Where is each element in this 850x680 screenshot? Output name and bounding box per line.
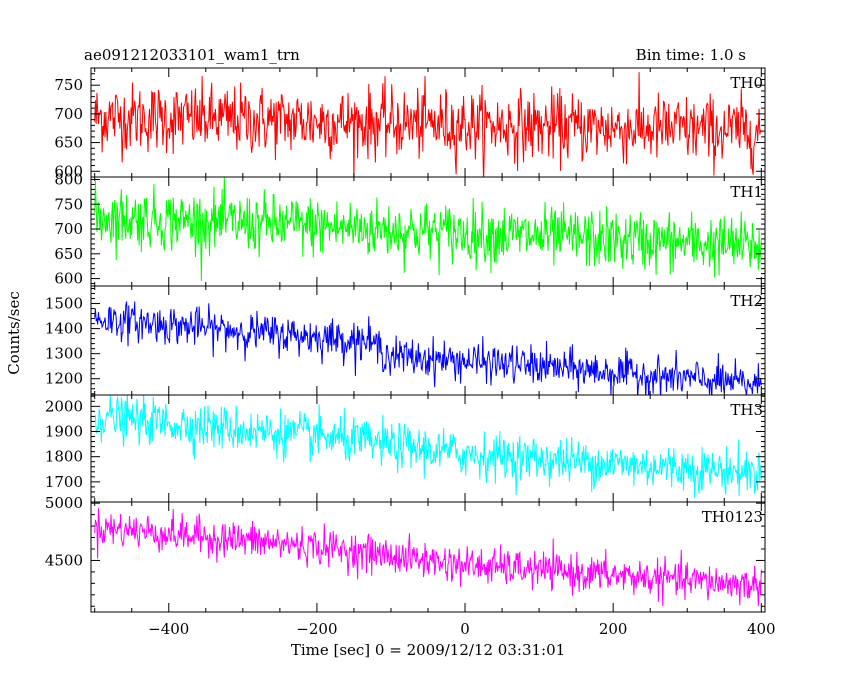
panel-frame (90, 501, 766, 613)
y-axis-label: Counts/sec (5, 291, 23, 375)
panel-label-th2: TH2 (730, 292, 763, 310)
y-tick-label: 5000 (45, 494, 83, 512)
panel-th0123: 4500 5000 TH0123 (45, 494, 766, 613)
panel-label-th3: TH3 (730, 401, 763, 419)
panel-label-th0123: TH0123 (702, 508, 763, 526)
y-tick-label: 750 (54, 195, 83, 213)
series-line-th3 (94, 395, 762, 498)
panel-th3: 1700 1800 1900 2000 TH3 (45, 394, 766, 503)
y-tick-label: 600 (54, 162, 83, 180)
x-tick-label: −200 (296, 620, 337, 638)
y-tick-label: 1700 (45, 473, 83, 491)
x-tick-label: 400 (747, 620, 776, 638)
y-tick-label: 2000 (45, 397, 83, 415)
panel-label-th0: TH0 (730, 74, 763, 92)
series-line-th1 (94, 177, 762, 282)
panel-th2: 1200 1300 1400 1500 TH2 (45, 285, 766, 396)
y-tick-label: 1900 (45, 423, 83, 441)
series-line-th2 (94, 301, 762, 395)
series-line-th0 (94, 72, 762, 177)
series-line-th0123 (94, 508, 762, 607)
panel-th1: 600 650 700 750 800 TH1 (54, 170, 766, 288)
y-tick-label: 700 (54, 105, 83, 123)
y-tick-label: 650 (54, 134, 83, 152)
x-tick-label: 200 (599, 620, 628, 638)
y-tick-label: 1300 (45, 345, 83, 363)
chart-title: ae091212033101_wam1_trn (84, 46, 300, 64)
y-tick-label: 800 (54, 170, 83, 188)
y-tick-label: 1500 (45, 295, 83, 313)
y-tick-label: 600 (54, 270, 83, 288)
panel-th0: 600 650 700 750 TH0 (54, 67, 766, 180)
y-tick-label: 1800 (45, 448, 83, 466)
x-tick-label: 0 (460, 620, 470, 638)
y-tick-label: 1200 (45, 370, 83, 388)
panel-label-th1: TH1 (730, 183, 763, 201)
panels-group: 600 650 700 750 TH0 600 650 700 750 800 TH1 1200 130… (45, 67, 776, 638)
y-tick-label: 650 (54, 245, 83, 263)
y-tick-label: 1400 (45, 320, 83, 338)
y-tick-label: 750 (54, 76, 83, 94)
x-tick-label: −400 (148, 620, 189, 638)
y-tick-label: 4500 (45, 551, 83, 569)
y-tick-label: 700 (54, 220, 83, 238)
bin-time-label: Bin time: 1.0 s (636, 46, 746, 64)
x-axis-label: Time [sec] 0 = 2009/12/12 03:31:01 (291, 641, 565, 659)
